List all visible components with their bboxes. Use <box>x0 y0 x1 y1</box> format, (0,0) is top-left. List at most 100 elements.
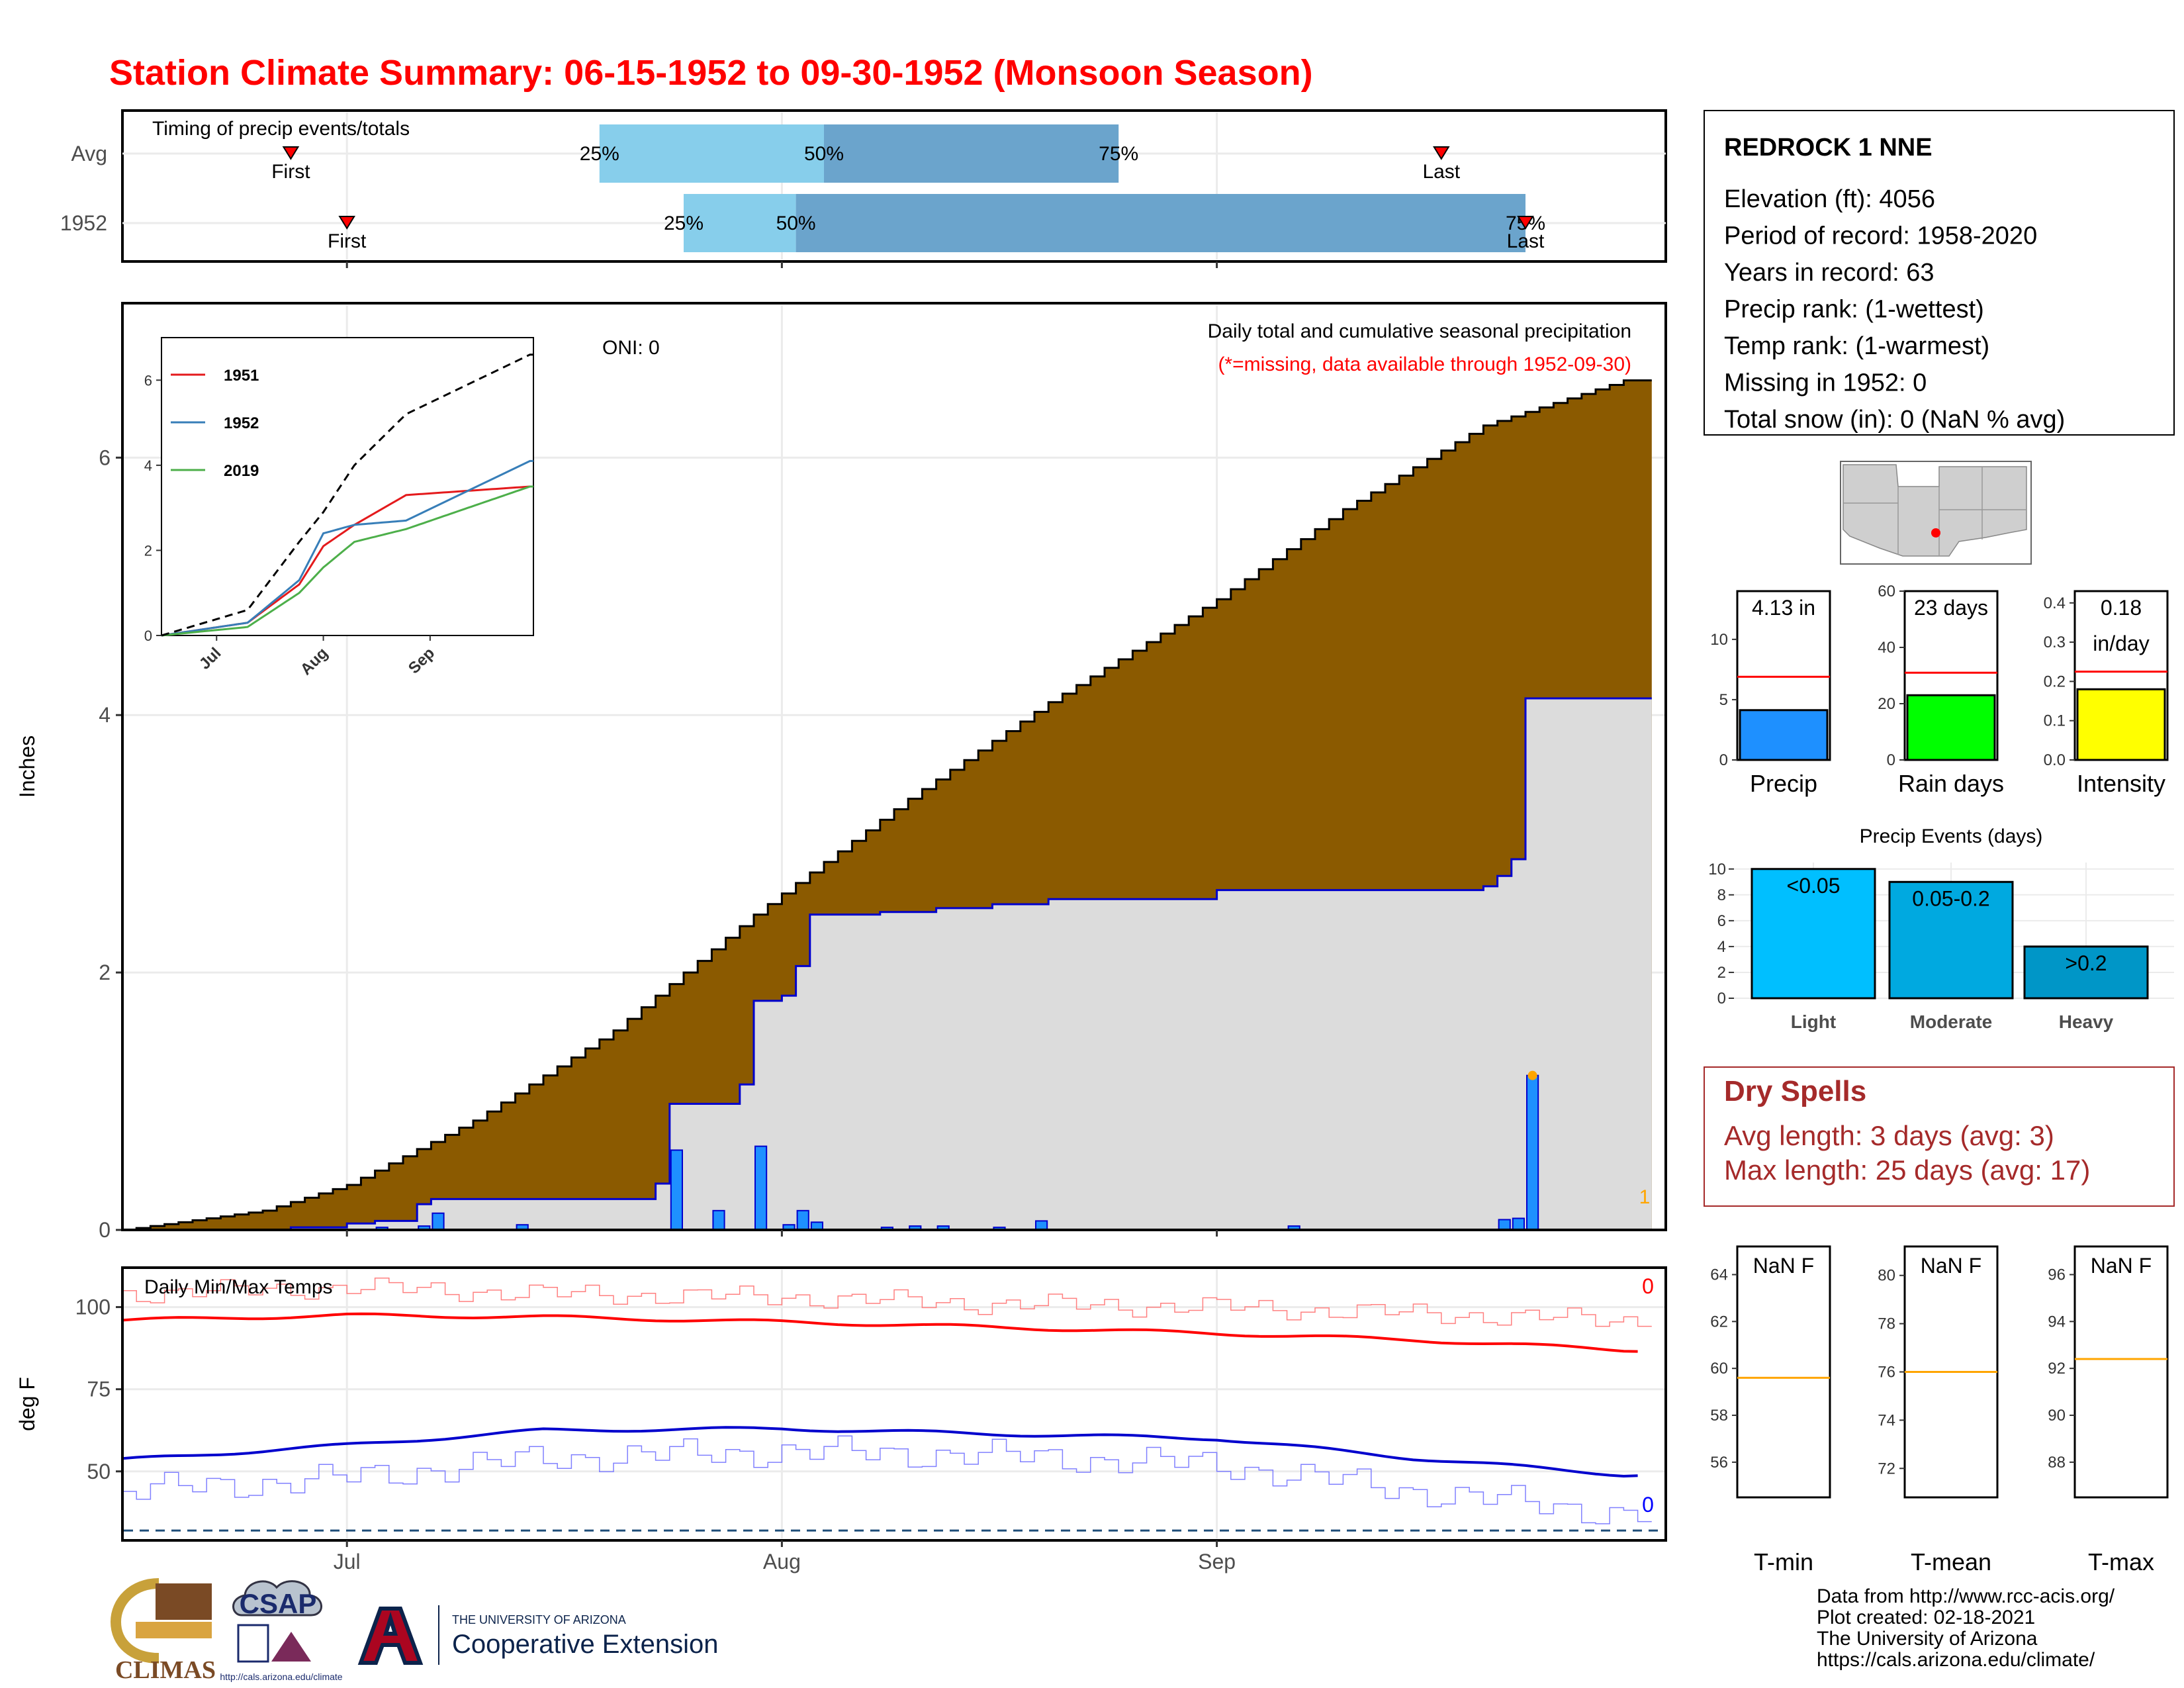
daily-precip-bar <box>796 1209 809 1231</box>
inset-legend-label: 2019 <box>224 462 259 480</box>
timing-last-label: Last <box>1422 161 1460 183</box>
precip-event-bar-label: <0.05 <box>1787 874 1841 898</box>
precip-y-tick: 0 <box>99 1218 111 1242</box>
inset-y-tick: 6 <box>144 372 152 389</box>
precip-panel-subtitle: (*=missing, data available through 1952-… <box>1218 353 1631 375</box>
temp-y-tick: 50 <box>87 1460 111 1483</box>
csap-logo: CSAP http://cals.arizona.edu/climate <box>220 1580 343 1682</box>
daily-precip-bar <box>670 1149 683 1231</box>
location-map <box>1840 461 2032 565</box>
precip-panel: 0 2 4 6 Daily total and cumulative seasonal… <box>15 302 1667 1242</box>
events-y-tick: 2 <box>1717 964 1726 982</box>
temp-line-avg-max <box>122 1312 1638 1353</box>
temp-bar-y-tick: 72 <box>1878 1460 1895 1477</box>
station-info-line: Period of record: 1958-2020 <box>1724 222 2037 250</box>
timing-first-label: First <box>328 230 367 252</box>
timing-q25-label: 25% <box>580 143 619 165</box>
station-info-line: Years in record: 63 <box>1724 259 1934 287</box>
temp-bar-y-tick: 94 <box>2048 1313 2066 1331</box>
x-tick-label: Sep <box>1198 1550 1236 1573</box>
inset-y-tick: 2 <box>144 542 152 559</box>
precip-y-tick: 6 <box>99 445 111 469</box>
inset-y-tick: 4 <box>144 457 152 474</box>
timing-q50-label: 50% <box>804 143 844 165</box>
mini-bar-rain-days <box>1906 694 1996 761</box>
precip-event-category: Moderate <box>1910 1011 1992 1032</box>
temp-bar-label: T-min <box>1754 1548 1813 1575</box>
dry-spells-title: Dry Spells <box>1724 1075 1866 1107</box>
oni-label: ONI: 0 <box>602 337 660 359</box>
temp-bar-y-tick: 56 <box>1710 1454 1728 1472</box>
timing-25-50-bar <box>599 124 824 183</box>
daily-precip-bar <box>432 1212 445 1231</box>
precip-event-bar <box>1751 868 1876 1000</box>
mini-bar-y-tick: 0.1 <box>2044 712 2066 730</box>
mini-bar-intensity <box>2076 688 2166 761</box>
university-of-arizona-logo: THE UNIVERSITY OF ARIZONA Cooperative Ex… <box>357 1605 718 1665</box>
mini-bar-y-tick: 40 <box>1878 639 1895 657</box>
precip-missing-count: 1 <box>1639 1186 1651 1208</box>
temp-bar-value: NaN F <box>1753 1254 1814 1278</box>
station-name: REDROCK 1 NNE <box>1724 134 1933 162</box>
x-axis: Jul Aug Sep <box>334 261 1236 1573</box>
credit-line: The University of Arizona <box>1817 1628 2038 1650</box>
temp-bar-value: NaN F <box>1921 1254 1981 1278</box>
page-title: Station Climate Summary: 06-15-1952 to 0… <box>109 53 1313 93</box>
max-precip-marker <box>1527 1070 1537 1080</box>
inset-line-1952 <box>161 459 533 637</box>
x-tick-label: Jul <box>334 1550 361 1573</box>
mini-bar-y-tick: 0.2 <box>2044 673 2066 690</box>
daily-precip-bar <box>1498 1219 1511 1231</box>
timing-q50-label: 50% <box>776 212 816 234</box>
precip-event-bar-label: >0.2 <box>2065 951 2107 975</box>
timing-50-75-bar <box>824 124 1119 183</box>
dry-spells-max: Max length: 25 days (avg: 17) <box>1724 1154 2090 1186</box>
station-info-line: Elevation (ft): 4056 <box>1724 185 1935 213</box>
timing-row-label: 1952 <box>60 211 107 235</box>
timing-last-marker <box>1433 146 1450 160</box>
temp-bar-y-tick: 74 <box>1878 1411 1895 1429</box>
temp-panel: 50 75 100 Daily Min/Max Temps 0 0 deg F <box>15 1266 1667 1542</box>
temp-y-tick: 100 <box>75 1295 111 1319</box>
mini-bar-label: Rain days <box>1898 770 2004 797</box>
daily-precip-bar <box>1512 1217 1525 1231</box>
precip-y-tick: 2 <box>99 961 111 984</box>
mini-bar-y-tick: 60 <box>1878 583 1895 600</box>
temp-bar-y-tick: 64 <box>1710 1266 1728 1284</box>
temp-bar-frame <box>1736 1245 1831 1499</box>
temp-bar-y-tick: 92 <box>2048 1360 2066 1378</box>
temp-ylabel: deg F <box>15 1377 39 1431</box>
x-tick-label: Aug <box>763 1550 801 1573</box>
timing-panel: Timing of precip events/totals Avg 25% 50%… <box>60 109 1667 263</box>
temp-bar-y-tick: 60 <box>1710 1360 1728 1378</box>
csap-url: http://cals.arizona.edu/climate <box>220 1671 342 1682</box>
credit-line: https://cals.arizona.edu/climate/ <box>1817 1649 2095 1671</box>
timing-50-75-bar <box>796 194 1525 252</box>
temp-line-record-max <box>122 1277 1652 1327</box>
credits: Data from http://www.rcc-acis.org/Plot c… <box>1817 1585 2115 1671</box>
precip-event-category: Light <box>1791 1011 1836 1032</box>
climas-logo: CLIMAS <box>110 1578 216 1684</box>
year-cumulative-line <box>122 697 1652 1231</box>
daily-precip-bar <box>1526 1074 1539 1231</box>
inset-legend-label: 1952 <box>224 414 259 432</box>
temp-bar-y-tick: 62 <box>1710 1313 1728 1331</box>
mini-bar-y-tick: 0 <box>1887 751 1895 769</box>
inset-line-avg <box>161 353 533 637</box>
mini-bar-unit: in/day <box>2093 632 2149 655</box>
temp-summary-bars: 56 58 60 62 64 NaN F T-min 72 74 76 78 80 NaN F T-mea… <box>1710 1245 2169 1575</box>
precip-events-panel: Precip Events (days) 0 2 4 6 8 10 <0.05 Light 0.… <box>1708 825 2174 1032</box>
station-location-marker <box>1931 528 1940 538</box>
daily-precip-bar <box>712 1209 725 1231</box>
timing-first-label: First <box>271 161 310 183</box>
timing-last-marker <box>1517 216 1534 230</box>
daily-precip-bar <box>754 1145 768 1231</box>
timing-title: Timing of precip events/totals <box>152 118 410 140</box>
temp-line-avg-min <box>122 1426 1638 1478</box>
mini-bar-y-tick: 0.4 <box>2044 594 2066 612</box>
temp-bar-y-tick: 58 <box>1710 1407 1728 1425</box>
precip-events-title: Precip Events (days) <box>1860 825 2043 847</box>
temp-bar-y-tick: 96 <box>2048 1266 2066 1284</box>
